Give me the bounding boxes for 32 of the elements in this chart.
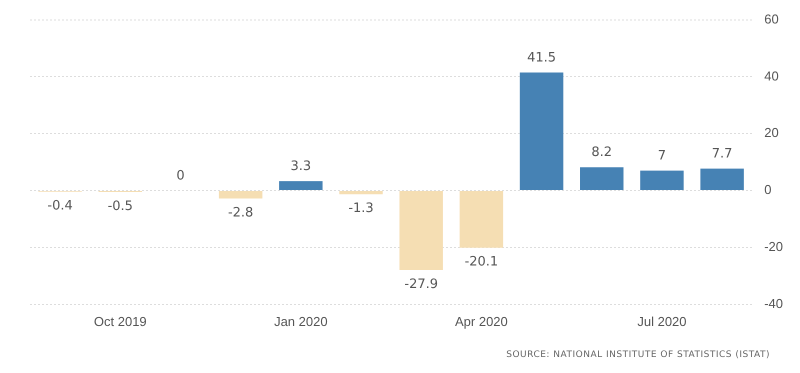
x-tick-label: Apr 2020 xyxy=(455,314,508,329)
y-tick-label: 40 xyxy=(764,68,779,84)
data-label: 3.3 xyxy=(290,159,312,174)
data-label: 7 xyxy=(658,148,666,164)
bar xyxy=(520,72,564,190)
bar xyxy=(700,168,744,190)
bar xyxy=(279,181,323,190)
data-label: -20.1 xyxy=(464,254,498,270)
x-tick-label: Jan 2020 xyxy=(274,314,328,329)
data-label: 0 xyxy=(176,168,185,184)
data-label: 41.5 xyxy=(527,50,556,66)
source-note: SOURCE: NATIONAL INSTITUTE OF STATISTICS (ISTAT) xyxy=(506,350,770,360)
bar xyxy=(218,191,262,199)
bar xyxy=(580,167,624,190)
data-label: -27.9 xyxy=(404,276,438,292)
bar xyxy=(460,191,504,248)
y-tick-label: -40 xyxy=(764,296,784,311)
data-label: -2.8 xyxy=(228,205,254,220)
bar xyxy=(640,170,684,190)
y-tick-label: -20 xyxy=(764,239,784,254)
data-label: -1.3 xyxy=(348,201,374,216)
bar xyxy=(399,191,443,270)
data-label: 7.7 xyxy=(712,146,732,162)
bar xyxy=(339,191,383,194)
data-label: 8.2 xyxy=(591,145,612,160)
x-tick-label: Oct 2019 xyxy=(94,314,147,329)
data-label: -0.5 xyxy=(108,198,133,214)
data-label: -0.4 xyxy=(47,198,73,214)
y-tick-label: 0 xyxy=(764,182,772,198)
y-tick-label: 20 xyxy=(764,125,779,140)
y-tick-label: 60 xyxy=(764,11,779,26)
x-tick-label: Jul 2020 xyxy=(637,314,687,329)
